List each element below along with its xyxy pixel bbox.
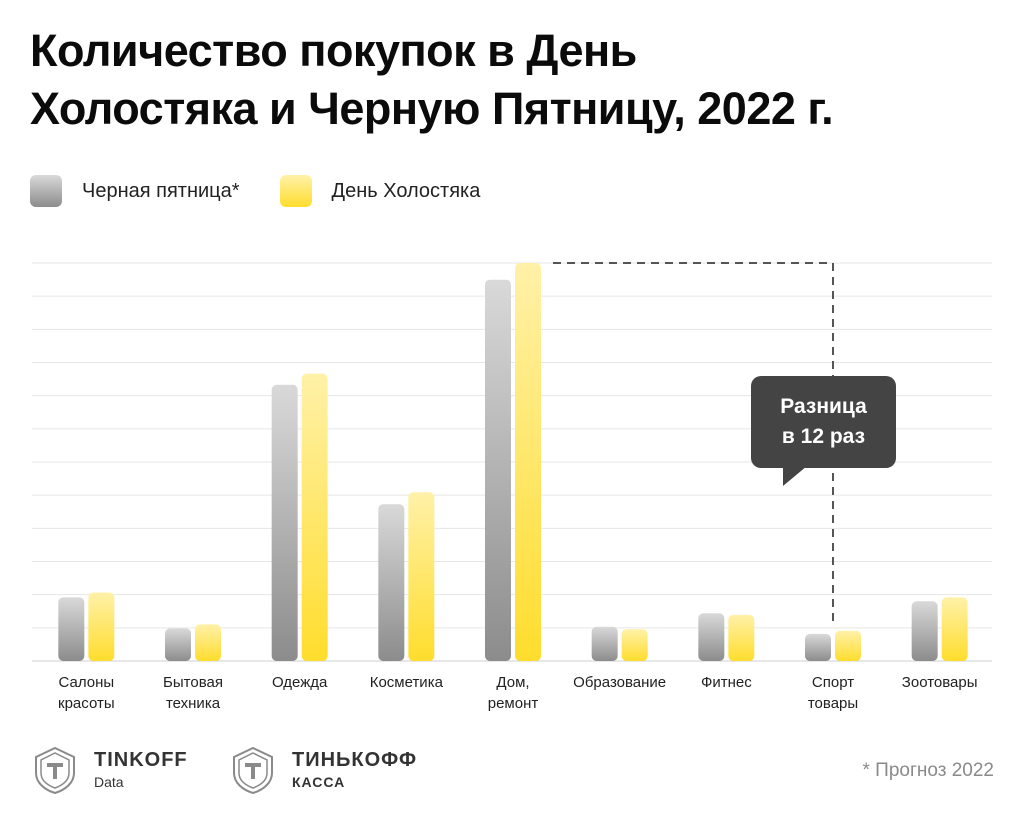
legend-swatch-gray xyxy=(30,175,62,207)
bar-singles-day xyxy=(301,373,328,661)
bar-black-friday xyxy=(378,504,405,661)
callout-line-2: в 12 раз xyxy=(781,425,866,448)
tinkoff-emblem-icon xyxy=(233,746,273,795)
bar-black-friday xyxy=(165,628,191,661)
tinkoff-data-logo: TINKOFF Data xyxy=(30,745,188,795)
difference-connector xyxy=(553,262,834,625)
tinkoff-kassa-title: ТИНЬКОФФ xyxy=(292,749,418,771)
bar-chart: Салоны красоты Бытовая техника Одежда Космети… xyxy=(32,262,992,712)
bar-black-friday xyxy=(805,633,831,661)
legend-item-singles-day: День Холостяка xyxy=(279,175,481,207)
x-tick-label: Салоны xyxy=(58,674,114,691)
difference-callout: Разница в 12 раз xyxy=(751,376,896,468)
title-line-1: Количество покупок в День xyxy=(30,25,637,76)
bar-black-friday xyxy=(271,384,298,661)
bar-singles-day xyxy=(728,614,755,661)
legend-swatch-yellow xyxy=(279,175,312,207)
bar-singles-day xyxy=(195,624,221,661)
x-tick-label: Косметика xyxy=(370,674,444,691)
x-tick-label: Одежда xyxy=(272,674,328,691)
bar-singles-day xyxy=(515,263,541,661)
bar-singles-day xyxy=(835,630,861,661)
chart-title: Количество покупок в День Холостяка и Че… xyxy=(30,22,990,138)
callout-tail xyxy=(783,466,807,486)
forecast-footnote: * Прогноз 2022 xyxy=(862,760,995,781)
bar-singles-day xyxy=(408,492,435,661)
x-tick-label: Дом, xyxy=(496,674,529,691)
x-tick-label: Зоотовары xyxy=(902,674,978,691)
bar-black-friday xyxy=(58,597,85,661)
bar-singles-day xyxy=(88,592,115,661)
title-line-2: Холостяка и Черную Пятницу, 2022 г. xyxy=(30,83,834,134)
tinkoff-data-title: TINKOFF xyxy=(94,749,188,771)
tinkoff-kassa-logo: ТИНЬКОФФ КАССА xyxy=(228,745,417,795)
x-axis-labels: Салоны красоты Бытовая техника Одежда Космети… xyxy=(58,674,977,712)
callout-line-1: Разница xyxy=(780,395,867,418)
legend-label-black-friday: Черная пятница* xyxy=(82,179,240,202)
tinkoff-data-subtitle: Data xyxy=(94,774,124,790)
legend-label-singles-day: День Холостяка xyxy=(331,179,481,202)
bar-black-friday xyxy=(591,626,618,661)
legend-item-black-friday: Черная пятница* xyxy=(30,175,240,207)
bars xyxy=(58,263,968,661)
x-tick-label: Спорт xyxy=(812,674,854,691)
bar-singles-day xyxy=(941,597,968,661)
bar-black-friday xyxy=(911,601,938,661)
x-tick-label: товары xyxy=(808,695,858,712)
dashed-connector-line xyxy=(553,262,834,625)
tinkoff-emblem-icon xyxy=(35,746,75,795)
x-tick-label: Образование xyxy=(573,674,666,691)
bar-black-friday xyxy=(485,279,511,661)
x-tick-label: красоты xyxy=(58,695,115,712)
x-tick-label: ремонт xyxy=(488,695,539,712)
x-tick-label: техника xyxy=(166,695,221,712)
x-tick-label: Бытовая xyxy=(163,674,223,691)
bar-singles-day xyxy=(621,629,648,661)
tinkoff-kassa-subtitle: КАССА xyxy=(292,774,346,790)
legend: Черная пятница* День Холостяка xyxy=(30,174,520,208)
x-tick-label: Фитнес xyxy=(701,674,752,691)
bar-black-friday xyxy=(698,613,725,661)
